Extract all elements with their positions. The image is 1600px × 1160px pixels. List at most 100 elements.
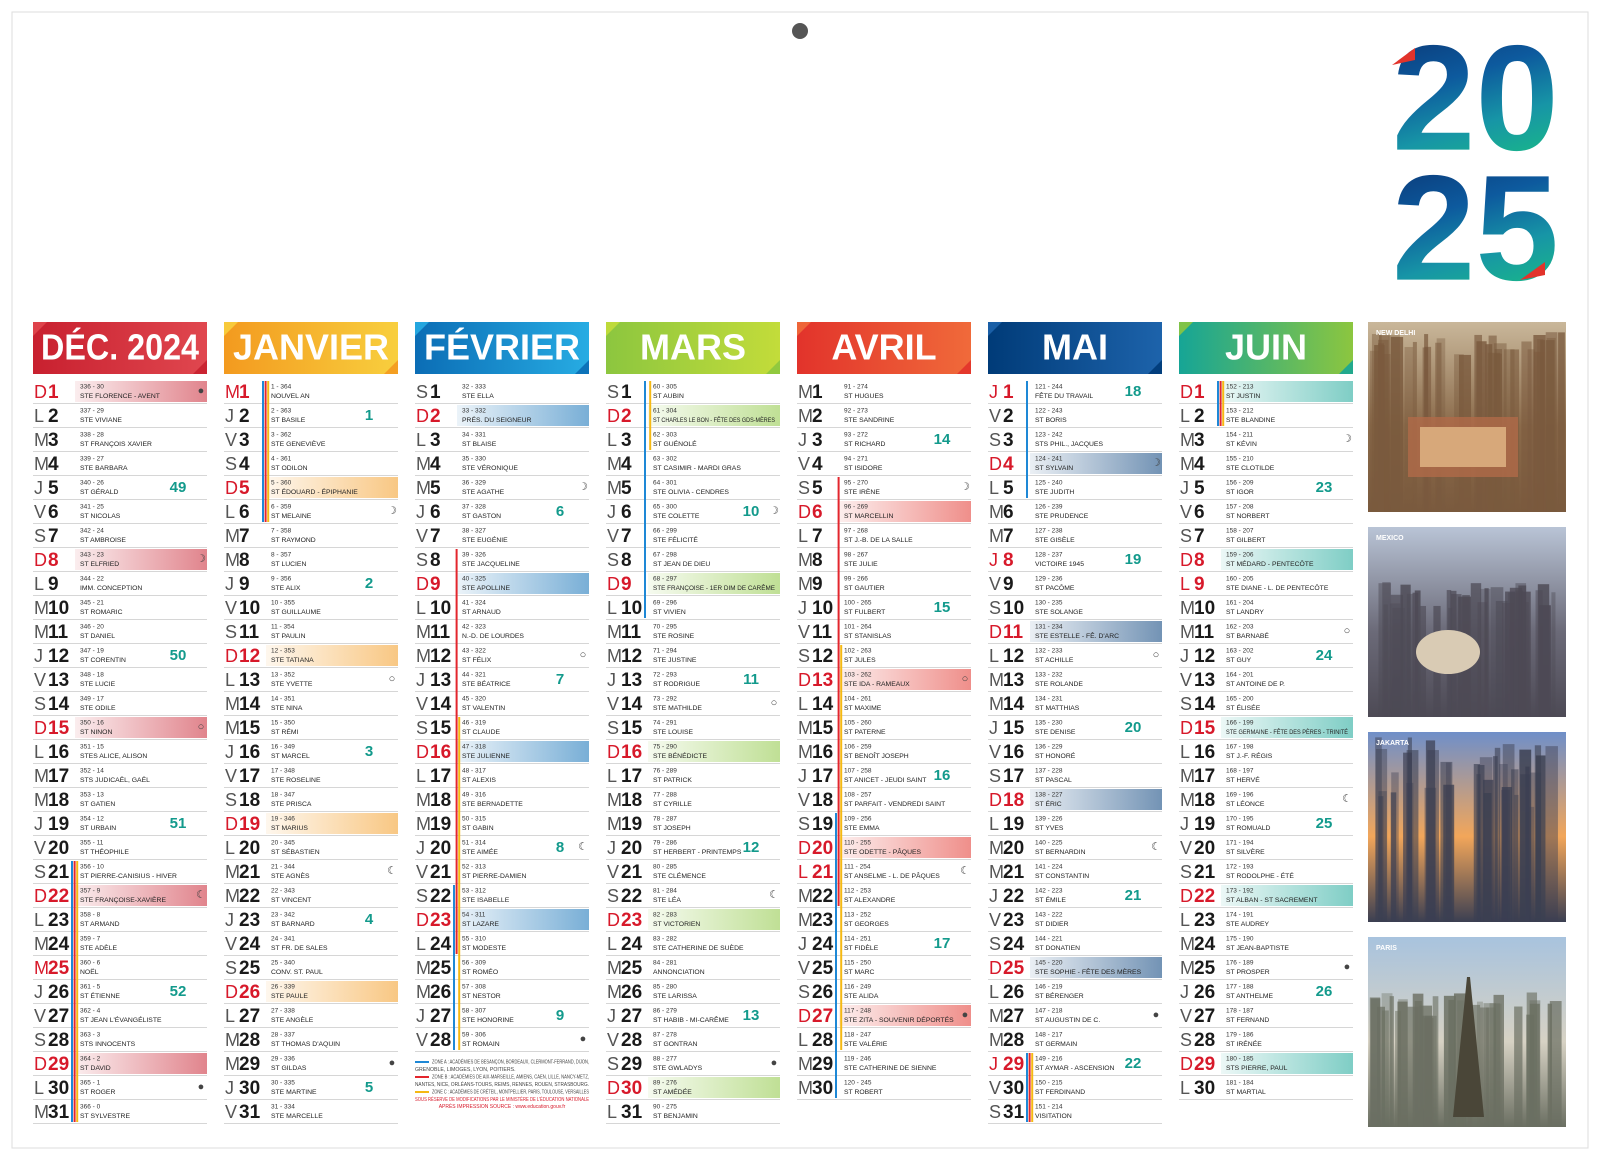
month-name: MAI	[1042, 327, 1108, 368]
weekday-letter: J	[416, 1006, 425, 1026]
weekday-letter: V	[798, 958, 810, 978]
day-of-year: 49 - 316	[462, 792, 486, 799]
day-of-year: 44 - 321	[462, 672, 486, 679]
weekday-letter: V	[989, 742, 1001, 762]
weekday-letter: L	[34, 910, 44, 930]
day-number: 24	[1194, 934, 1216, 955]
day-number: 8	[239, 550, 250, 571]
week-number: 20	[1125, 719, 1142, 736]
saint: ST CYRILLE	[653, 801, 692, 808]
day-of-year: 107 - 258	[844, 768, 872, 775]
building	[1508, 592, 1520, 717]
day-number: 8	[621, 550, 632, 571]
week-number: 17	[934, 935, 951, 952]
building	[1514, 1006, 1523, 1127]
building	[1389, 996, 1394, 1127]
weekday-letter: M	[798, 1078, 813, 1098]
day-of-year: 10 - 355	[271, 600, 295, 607]
day-of-year: 366 - 0	[80, 1104, 101, 1111]
weekday-letter: M	[798, 550, 813, 570]
day-number: 24	[621, 934, 643, 955]
week-number: 22	[1125, 1055, 1142, 1072]
building	[1374, 345, 1385, 512]
day-of-year: 87 - 278	[653, 1032, 677, 1039]
day-of-year: 112 - 253	[844, 888, 871, 895]
saint: ST RÉMI	[271, 727, 299, 736]
day-number: 31	[1003, 1102, 1025, 1123]
day-number: 2	[1003, 406, 1014, 427]
weekday-letter: M	[989, 1006, 1004, 1026]
weekday-letter: S	[34, 694, 46, 714]
month-name: AVRIL	[831, 327, 936, 368]
saint: ST HERVÉ	[1226, 775, 1260, 784]
day-of-year: 90 - 275	[653, 1104, 677, 1111]
weekday-letter: J	[798, 934, 807, 954]
building	[1432, 996, 1439, 1127]
saint: STE ESTELLE - FÊ. D'ARC	[1035, 631, 1119, 640]
weekday-letter: J	[607, 838, 616, 858]
day-of-year: 348 - 18	[80, 672, 104, 679]
saint: STE CLÉMENCE	[653, 871, 706, 880]
week-number: 12	[743, 839, 760, 856]
day-number: 3	[239, 430, 250, 451]
day-of-year: 151 - 214	[1035, 1104, 1063, 1111]
saint: STE ELLA	[462, 393, 494, 400]
day-number: 6	[621, 502, 632, 523]
building	[1473, 764, 1481, 922]
header-accent	[766, 360, 780, 374]
saint: STE ODILE	[80, 705, 116, 712]
weekday-letter: J	[989, 886, 998, 906]
moon-phase: ☽	[1151, 457, 1161, 469]
weekday-letter: M	[798, 718, 813, 738]
saint: ST JEAN DE DIEU	[653, 561, 710, 568]
saint: ST ALBAN - ST SACREMENT	[1226, 897, 1318, 904]
building	[1535, 755, 1546, 922]
day-number: 7	[239, 526, 250, 547]
header-accent	[797, 322, 811, 336]
day-number: 7	[812, 526, 823, 547]
day-of-year: 102 - 263	[844, 648, 872, 655]
day-of-year: 71 - 294	[653, 648, 677, 655]
building	[1382, 582, 1391, 717]
saint: STE VIVIANE	[80, 417, 122, 424]
weekday-letter: D	[989, 622, 1002, 642]
saint: ST BORIS	[1035, 417, 1067, 424]
day-number: 11	[239, 622, 260, 643]
day-of-year: 42 - 323	[462, 624, 486, 631]
day-number: 16	[1003, 742, 1024, 763]
weekday-letter: M	[1180, 598, 1195, 618]
day-of-year: 34 - 331	[462, 432, 486, 439]
day-number: 31	[621, 1102, 643, 1123]
saint: STE CATHERINE DE SIENNE	[844, 1065, 937, 1072]
weekday-letter: V	[34, 670, 46, 690]
day-number: 16	[812, 742, 833, 763]
day-of-year: 120 - 245	[844, 1080, 872, 1087]
day-number: 2	[812, 406, 823, 427]
weekday-letter: L	[607, 766, 617, 786]
weekday-letter: S	[607, 550, 619, 570]
sunday-shade	[75, 381, 207, 402]
saint: NOUVEL AN	[271, 393, 310, 400]
week-number: 4	[365, 911, 374, 928]
day-of-year: 99 - 266	[844, 576, 868, 583]
saint: ST JUSTIN	[1226, 393, 1260, 400]
saint: ST RAYMOND	[271, 537, 316, 544]
weekday-letter: M	[989, 526, 1004, 546]
saint: STE DIANE - L. DE PENTECÔTE	[1226, 583, 1329, 592]
day-number: 3	[430, 430, 441, 451]
day-of-year: 96 - 269	[844, 504, 868, 511]
building	[1547, 1003, 1552, 1127]
saint: ST RODOLPHE - ÉTÉ	[1226, 871, 1294, 880]
day-of-year: 134 - 231	[1035, 696, 1063, 703]
day-of-year: 349 - 17	[80, 696, 104, 703]
month-header	[797, 322, 971, 374]
weekday-letter: D	[34, 550, 47, 570]
header-accent	[1179, 322, 1193, 336]
month-header	[606, 322, 780, 374]
weekday-letter: D	[416, 910, 429, 930]
day-number: 13	[621, 670, 642, 691]
moon-phase: ●	[580, 1033, 587, 1045]
weekday-letter: M	[607, 646, 622, 666]
moon-phase: ☾	[1151, 841, 1161, 853]
day-of-year: 41 - 324	[462, 600, 486, 607]
